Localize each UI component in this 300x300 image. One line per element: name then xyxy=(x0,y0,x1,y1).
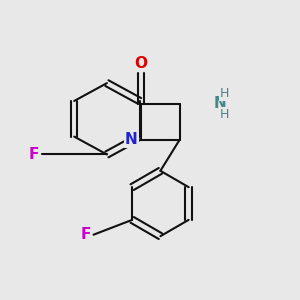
Text: H: H xyxy=(220,87,229,100)
Text: N: N xyxy=(125,132,137,147)
Text: F: F xyxy=(80,227,91,242)
Text: N: N xyxy=(214,96,227,111)
Text: H: H xyxy=(220,108,229,121)
Text: F: F xyxy=(28,147,38,162)
Text: O: O xyxy=(135,56,148,71)
